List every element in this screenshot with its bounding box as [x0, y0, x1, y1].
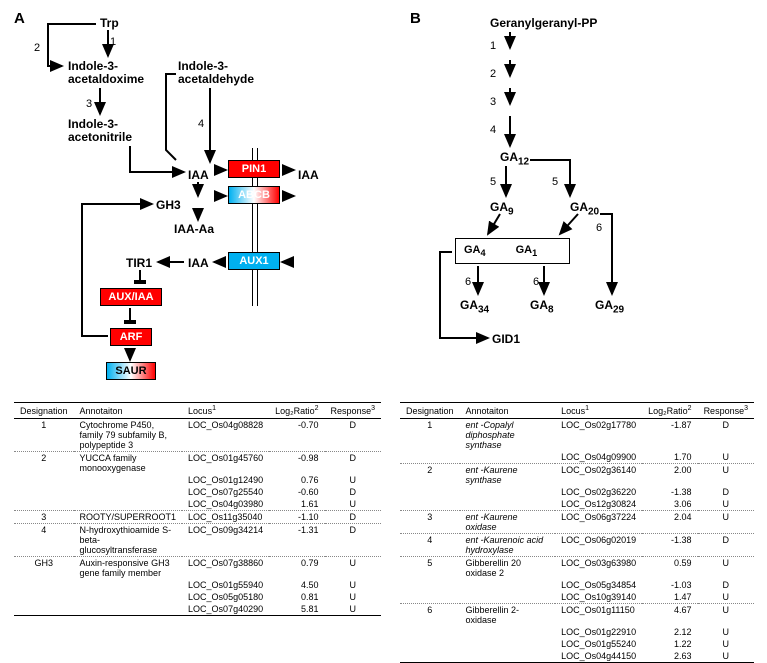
table-row: LOC_Os02g36220-1.38D: [400, 486, 754, 498]
table-b-header: Designation Annotaiton Locus1 Log₂Ratio2…: [400, 403, 754, 419]
table-b: Designation Annotaiton Locus1 Log₂Ratio2…: [400, 402, 754, 663]
table-row: 2ent -Kaurene synthaseLOC_Os02g361402.00…: [400, 464, 754, 487]
table-row: GH3Auxin-responsive GH3 gene family memb…: [14, 557, 381, 580]
table-row: LOC_Os01g229102.12U: [400, 626, 754, 638]
table-row: 2YUCCA family monooxygenaseLOC_Os01g4576…: [14, 452, 381, 475]
table-row: LOC_Os05g34854-1.03D: [400, 579, 754, 591]
arrows-layer: [0, 0, 767, 400]
table-row: 4N-hydroxythioamide S-beta-glucosyltrans…: [14, 524, 381, 557]
table-row: 6Gibberellin 2-oxidaseLOC_Os01g111504.67…: [400, 604, 754, 627]
table-row: LOC_Os04g099001.70U: [400, 451, 754, 464]
table-row: LOC_Os10g391401.47U: [400, 591, 754, 604]
table-row: LOC_Os01g559404.50U: [14, 579, 381, 591]
table-a-header: Designation Annotaiton Locus1 Log₂Ratio2…: [14, 403, 381, 419]
table-row: 3ent -Kaurene oxidaseLOC_Os06g372242.04U: [400, 511, 754, 534]
table-row: 3ROOTY/SUPERROOT1LOC_Os11g35040-1.10D: [14, 511, 381, 524]
table-row: 5Gibberellin 20 oxidase 2LOC_Os03g639800…: [400, 557, 754, 580]
table-row: LOC_Os12g308243.06U: [400, 498, 754, 511]
table-row: LOC_Os01g552401.22U: [400, 638, 754, 650]
table-row: LOC_Os07g25540-0.60D: [14, 486, 381, 498]
table-row: LOC_Os01g124900.76U: [14, 474, 381, 486]
table-a: Designation Annotaiton Locus1 Log₂Ratio2…: [14, 402, 381, 616]
table-row: LOC_Os07g402905.81U: [14, 603, 381, 616]
table-row: 1ent -Copalyl diphosphate synthaseLOC_Os…: [400, 419, 754, 452]
table-row: 1Cytochrome P450, family 79 subfamily B,…: [14, 419, 381, 452]
table-row: LOC_Os04g039801.61U: [14, 498, 381, 511]
table-row: LOC_Os04g441502.63U: [400, 650, 754, 663]
table-row: LOC_Os05g051800.81U: [14, 591, 381, 603]
table-row: 4ent -Kaurenoic acid hydroxylaseLOC_Os06…: [400, 534, 754, 557]
